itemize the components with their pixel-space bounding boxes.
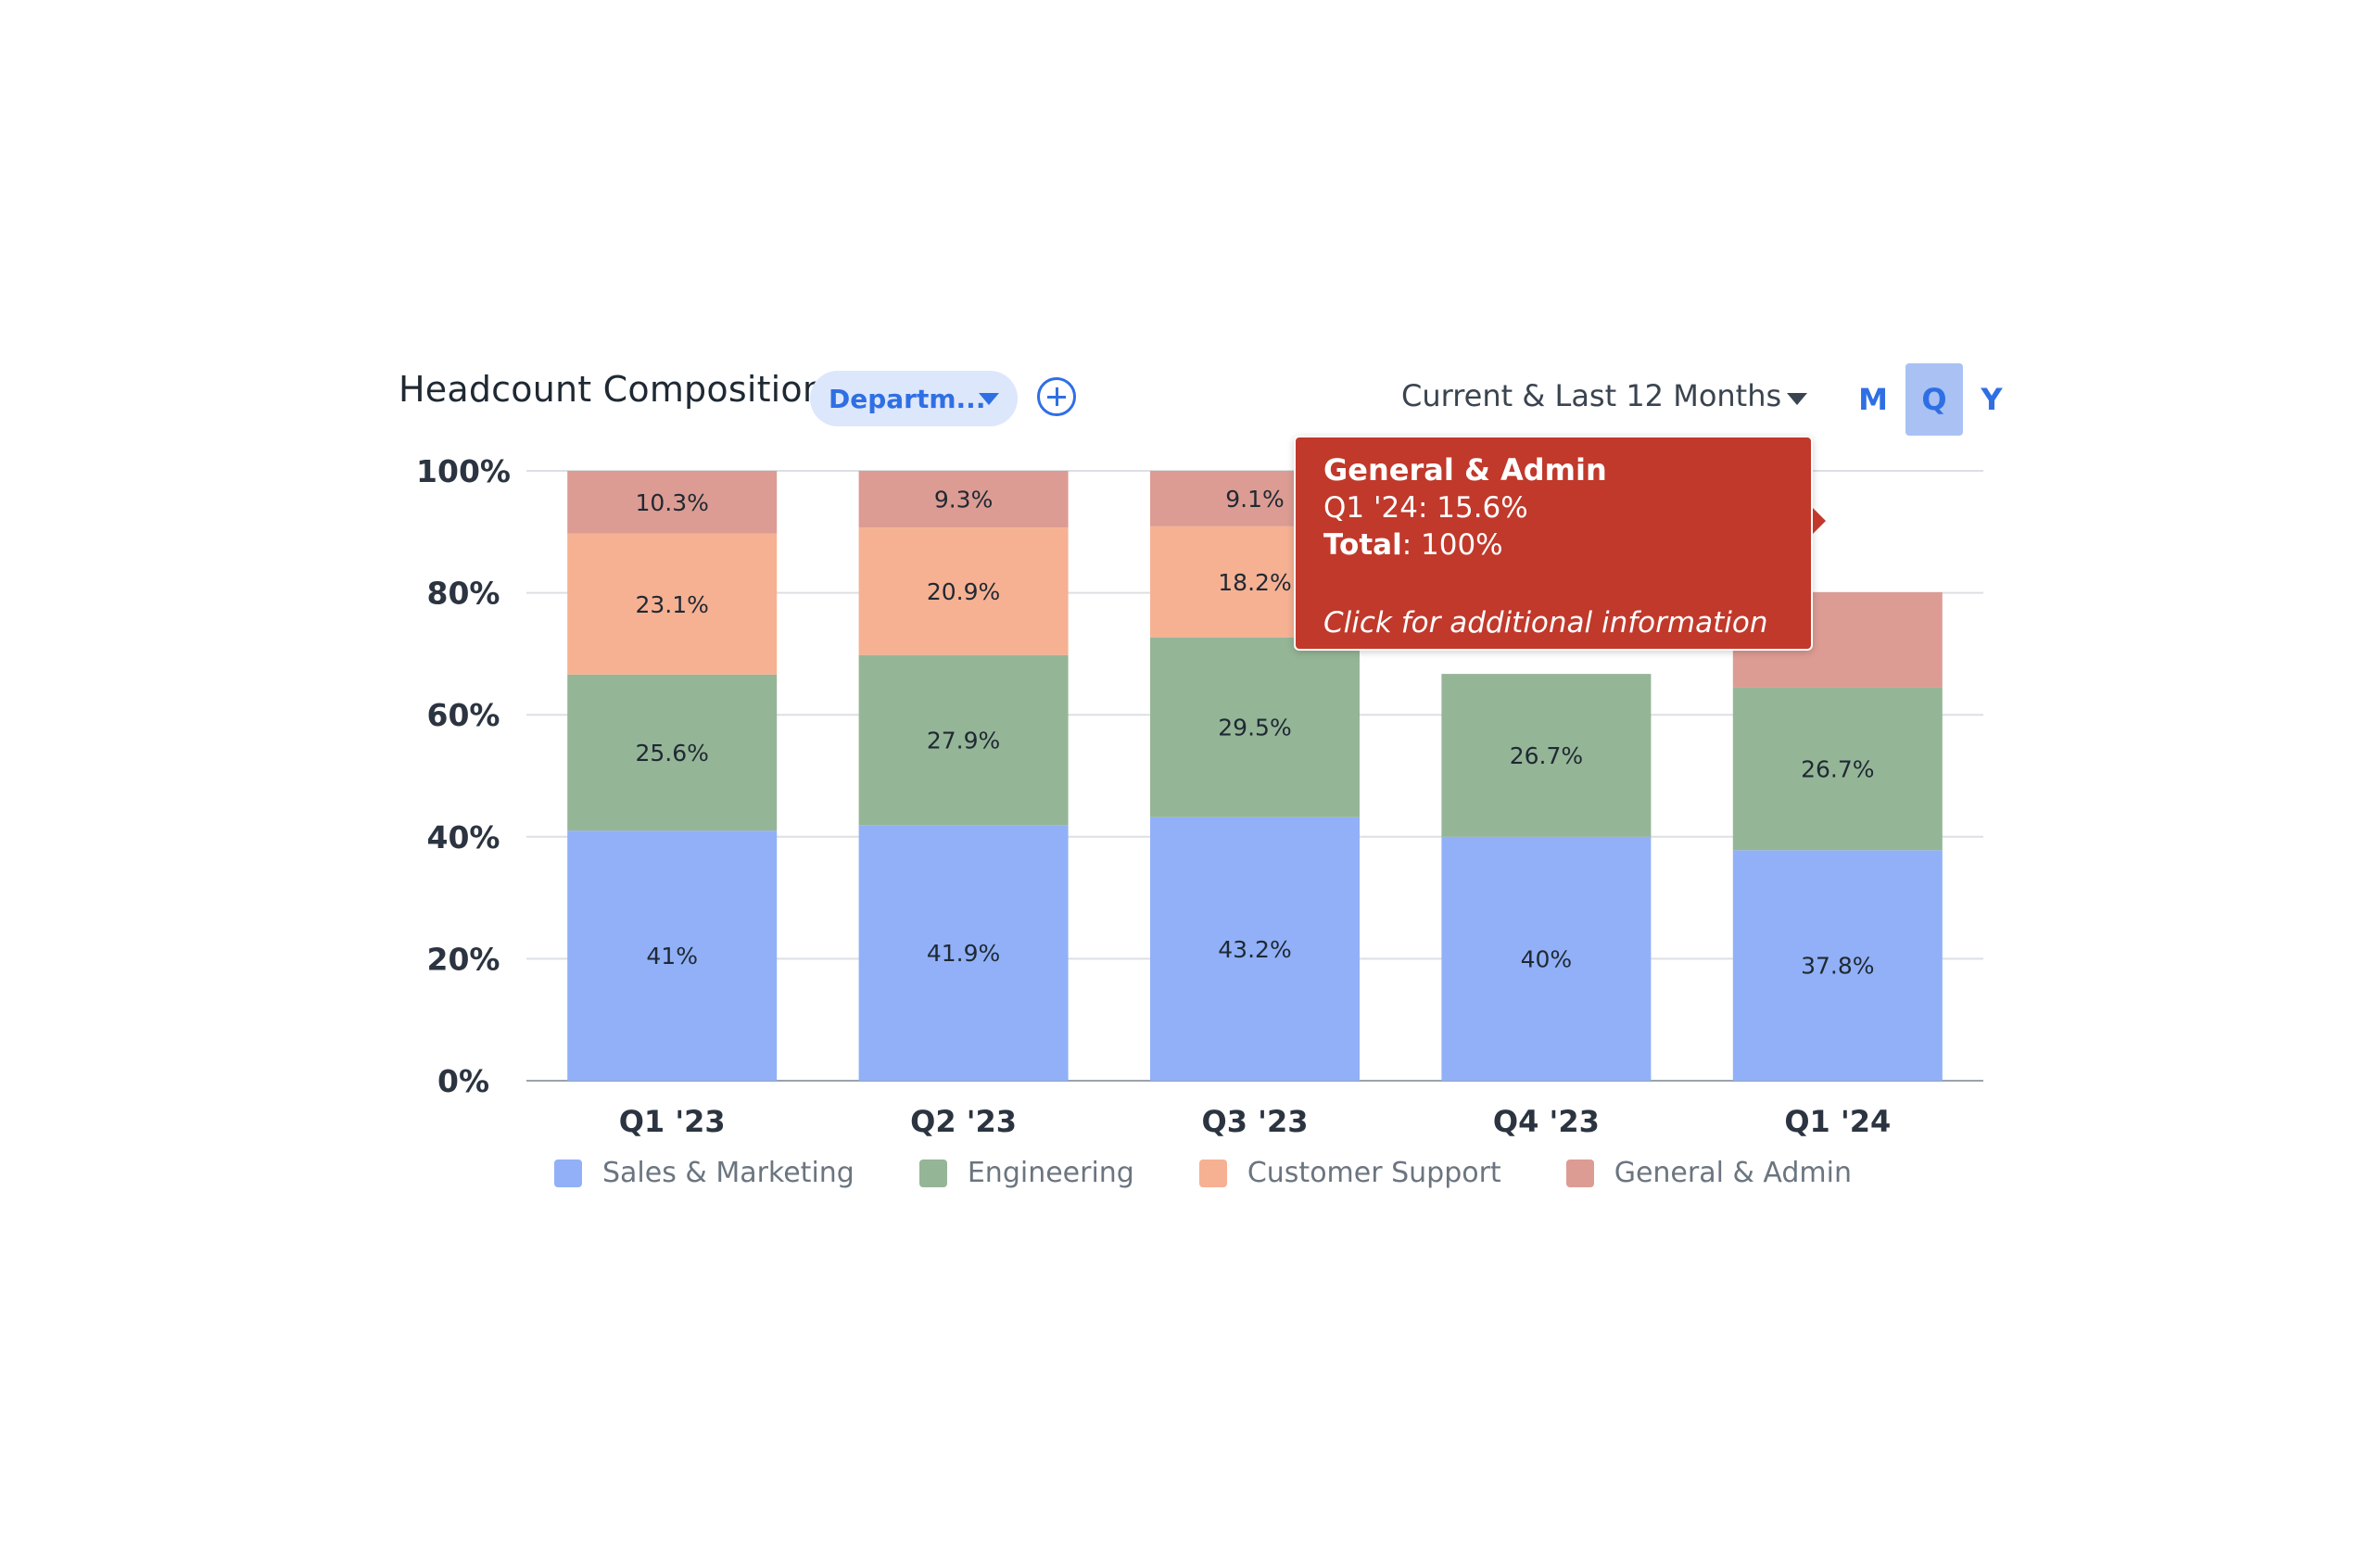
data-label: 29.5% <box>1218 715 1291 741</box>
y-tick-label: 60% <box>427 697 500 733</box>
chart-title: Headcount Composition <box>399 369 826 410</box>
data-label: 37.8% <box>1801 953 1874 980</box>
chart-legend: Sales & Marketing Engineering Customer Sup… <box>554 1157 1852 1189</box>
tooltip-arrow <box>1813 508 1826 534</box>
data-label: 9.3% <box>934 487 994 513</box>
data-label: 10.3% <box>635 489 708 516</box>
legend-label: Sales & Marketing <box>602 1157 855 1189</box>
bar-segment <box>858 654 1069 826</box>
legend-item[interactable]: Engineering <box>918 1157 1134 1189</box>
range-dropdown[interactable]: Current & Last 12 Months <box>1401 378 1782 413</box>
caret-down-icon[interactable] <box>1787 393 1807 405</box>
bar-segment <box>567 471 778 534</box>
x-tick-label: Q4 '23 <box>1493 1104 1600 1139</box>
bar-segment <box>1732 850 1943 1081</box>
tooltip-total-label: Total <box>1323 528 1402 562</box>
x-tick-label: Q1 '23 <box>619 1104 726 1139</box>
caret-down-icon <box>979 393 999 405</box>
data-label: 20.9% <box>927 578 1000 605</box>
data-label: 40% <box>1521 945 1573 972</box>
tooltip-series: General & Admin <box>1323 452 1607 488</box>
legend-item[interactable]: Customer Support <box>1198 1157 1501 1189</box>
data-label: 25.6% <box>635 740 708 767</box>
data-label: 9.1% <box>1225 486 1285 513</box>
legend-swatch <box>918 1159 947 1187</box>
period-button-m[interactable]: M <box>1858 382 1888 417</box>
dimension-dropdown-label: Departm... <box>829 383 986 414</box>
bar-segment <box>858 527 1069 655</box>
tooltip-total: Total: 100% <box>1323 526 1811 564</box>
y-tick-label: 40% <box>427 819 500 855</box>
tooltip-footer: Click for additional information <box>1323 606 1768 640</box>
x-tick-label: Q1 '24 <box>1784 1104 1891 1139</box>
x-tick-label: Q2 '23 <box>910 1104 1017 1139</box>
y-tick-label: 100% <box>416 453 511 489</box>
legend-swatch <box>1198 1159 1227 1187</box>
legend-label: General & Admin <box>1614 1157 1853 1189</box>
data-label: 43.2% <box>1218 936 1291 963</box>
bar-segment <box>1150 637 1360 817</box>
legend-swatch <box>1565 1159 1594 1187</box>
add-circle-icon[interactable] <box>1037 377 1076 416</box>
data-label: 26.7% <box>1801 755 1874 782</box>
legend-label: Customer Support <box>1247 1157 1501 1189</box>
y-tick-label: 0% <box>437 1063 489 1099</box>
bar-segment <box>858 825 1069 1081</box>
bar-segment <box>1441 674 1652 837</box>
chart-tooltip[interactable]: General & Admin Q1 '24: 15.6% Total: 100… <box>1294 436 1826 651</box>
data-label: 23.1% <box>635 591 708 618</box>
data-label: 41% <box>646 943 698 969</box>
bar-segment <box>567 533 778 675</box>
legend-swatch <box>554 1159 582 1187</box>
y-tick-label: 80% <box>427 576 500 612</box>
data-label: 18.2% <box>1218 569 1291 596</box>
bar-segment <box>1150 817 1360 1081</box>
period-button-q[interactable]: Q <box>1905 363 1963 436</box>
bar-segment <box>1441 836 1652 1081</box>
bar-segment <box>1732 687 1943 851</box>
bar-segment <box>567 674 778 831</box>
period-button-y[interactable]: Y <box>1981 382 2003 417</box>
y-tick-label: 20% <box>427 941 500 977</box>
dimension-dropdown[interactable]: Departm... <box>810 371 1018 426</box>
legend-label: Engineering <box>967 1157 1134 1189</box>
data-label: 27.9% <box>927 728 1000 754</box>
x-tick-label: Q3 '23 <box>1202 1104 1309 1139</box>
data-label: 26.7% <box>1510 742 1583 769</box>
bar-segment <box>567 830 778 1081</box>
legend-item[interactable]: General & Admin <box>1565 1157 1853 1189</box>
data-label: 41.9% <box>927 940 1000 967</box>
legend-item[interactable]: Sales & Marketing <box>554 1157 855 1189</box>
tooltip-value: Q1 '24: 15.6% <box>1323 491 1528 525</box>
tooltip-total-value: : 100% <box>1401 528 1503 562</box>
bar-segment <box>858 471 1069 528</box>
